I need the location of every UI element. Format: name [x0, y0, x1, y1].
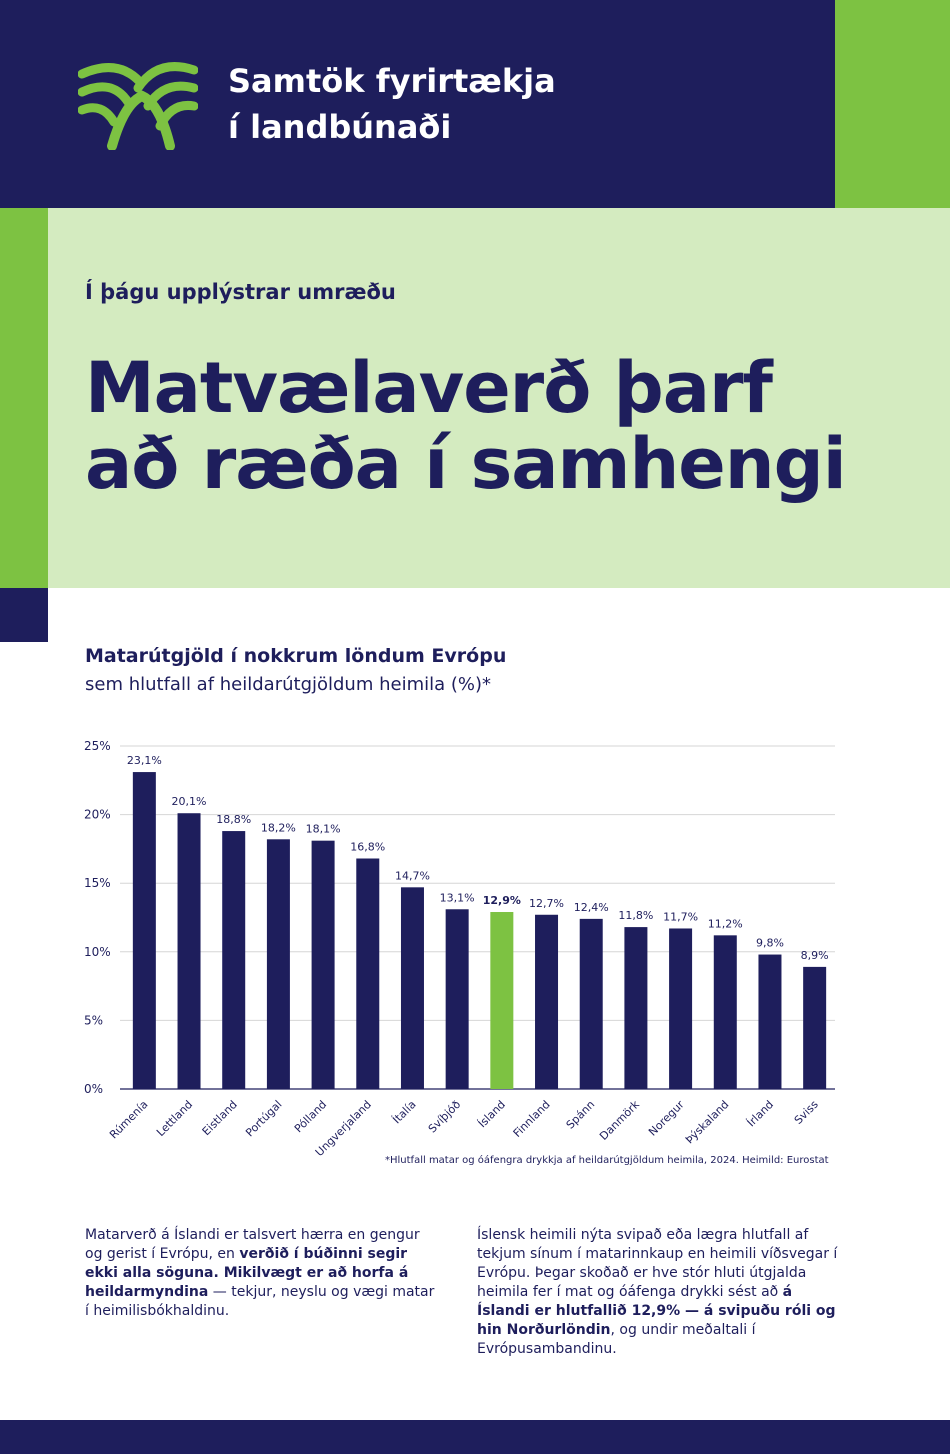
body-left-bold: verðið í búðinni segir ekki alla söguna.…	[85, 1246, 409, 1300]
bar	[669, 928, 693, 1089]
x-tick-label: Spánn	[564, 1098, 598, 1132]
organization-name-line1: Samtök fyrirtækja	[228, 62, 556, 100]
data-label: 9,8%	[756, 937, 784, 950]
chart-title: Matarútgjöld í nokkrum löndum Evrópu	[85, 645, 507, 667]
organization-name-line2: í landbúnaði	[228, 108, 452, 146]
data-label: 18,8%	[216, 813, 251, 826]
body-left-text-2: — tekjur, neyslu og vægi matar í heimili…	[85, 1284, 435, 1319]
data-label: 12,7%	[529, 897, 564, 910]
left-navy-strip	[0, 588, 48, 642]
x-tick-label: Sviss	[792, 1098, 821, 1127]
chart-subtitle: sem hlutfall af heildarútgjöldum heimila…	[85, 674, 492, 695]
x-tick-label: Finnland	[511, 1098, 553, 1140]
data-label: 14,7%	[395, 869, 430, 882]
bar	[222, 831, 246, 1089]
bar	[758, 954, 782, 1089]
bar	[579, 918, 603, 1089]
y-tick-label: 25%	[84, 739, 111, 753]
body-text-left: Matarverð á Íslandi er talsvert hærra en…	[85, 1226, 440, 1321]
bar	[311, 840, 335, 1089]
bar	[400, 887, 424, 1089]
data-label: 12,9%	[483, 894, 521, 907]
data-label: 11,2%	[708, 917, 743, 930]
body-text-right: Íslensk heimili nýta svipað eða lægra hl…	[477, 1226, 847, 1359]
bar	[490, 912, 514, 1089]
organization-name: Samtök fyrirtækja í landbúnaði	[228, 58, 556, 150]
bar	[713, 935, 737, 1089]
data-label: 18,2%	[261, 821, 296, 834]
hero-headline-line1: Matvælaverð þarf	[85, 347, 773, 429]
data-label: 11,8%	[618, 909, 653, 922]
data-label: 23,1%	[127, 754, 162, 767]
data-label: 8,9%	[801, 949, 829, 962]
data-label: 11,7%	[663, 910, 698, 923]
bar	[445, 909, 469, 1089]
y-tick-label: 15%	[84, 876, 111, 890]
hero-kicker: Í þágu upplýstrar umræðu	[85, 280, 396, 304]
y-tick-label: 20%	[84, 808, 111, 822]
hero-headline-line2: að ræða í samhengi	[85, 423, 847, 505]
chart-footnote: *Hlutfall matar og óáfengra drykkja af h…	[385, 1155, 829, 1166]
hero-headline: Matvælaverð þarf að ræða í samhengi	[85, 347, 847, 505]
data-label: 13,1%	[440, 891, 475, 904]
x-tick-label: Noregur	[646, 1098, 687, 1139]
x-tick-label: Lettland	[154, 1098, 195, 1139]
body-right-text-2: , og undir meðaltali í Evrópusambandinu.	[477, 1322, 756, 1357]
bar-chart: 0% 5% 10% 15% 20% 25% 23,1% Rúmenía 20,1% Lettlan…	[84, 739, 835, 1159]
bar	[177, 813, 201, 1089]
x-tick-label: Rúmenía	[107, 1098, 150, 1141]
bar	[266, 839, 290, 1089]
x-tick-label: Portúgal	[243, 1098, 284, 1139]
bar	[535, 914, 559, 1089]
x-tick-label: Svíþjóð	[426, 1098, 464, 1136]
header-band	[0, 0, 835, 208]
bar	[803, 966, 827, 1089]
x-tick-label: Pólland	[292, 1098, 329, 1135]
green-corner-block	[835, 0, 950, 208]
wheat-field-logo-icon	[78, 62, 198, 150]
x-tick-label: Ísland	[476, 1098, 508, 1130]
y-tick-label: 10%	[84, 945, 111, 959]
x-tick-label: Danmörk	[597, 1097, 642, 1142]
data-label: 12,4%	[574, 901, 609, 914]
bar	[356, 858, 380, 1089]
bar	[624, 927, 648, 1089]
footer-bar	[0, 1420, 950, 1454]
data-label: 20,1%	[172, 795, 207, 808]
x-tick-label: Írland	[745, 1098, 776, 1129]
x-tick-label: Ítalía	[390, 1098, 418, 1126]
body-left-text-1: Matarverð á Íslandi er talsvert hærra en…	[85, 1227, 420, 1262]
body-right-text-1: Íslensk heimili nýta svipað eða lægra hl…	[477, 1227, 838, 1300]
x-tick-label: Eistland	[200, 1098, 240, 1138]
hero-band	[48, 208, 950, 588]
data-label: 16,8%	[350, 841, 385, 854]
bar	[132, 772, 156, 1089]
left-green-strip	[0, 208, 48, 588]
x-tick-label: Þýskaland	[683, 1098, 731, 1146]
y-tick-label: 5%	[84, 1013, 103, 1027]
y-tick-label: 0%	[84, 1082, 103, 1096]
body-right-bold: á Íslandi er hlutfallið 12,9% — á svipuð…	[477, 1284, 836, 1338]
data-label: 18,1%	[306, 823, 341, 836]
